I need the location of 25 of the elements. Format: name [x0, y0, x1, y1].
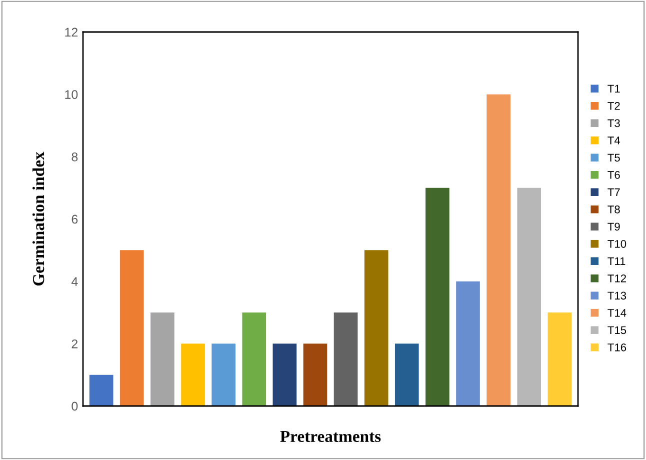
- legend-label: T8: [608, 205, 620, 214]
- legend-label: T11: [608, 257, 626, 265]
- legend-label: T2: [608, 102, 620, 110]
- y-axis-title: Germination index: [32, 152, 44, 286]
- legend-label: T16: [608, 343, 626, 352]
- x-axis-title: Pretreatments: [280, 430, 381, 442]
- legend-label: T4: [608, 136, 620, 144]
- legend-label: T1: [608, 84, 620, 93]
- legend-label: T3: [608, 119, 620, 128]
- legend-label: T5: [608, 154, 620, 162]
- legend-label: T13: [608, 292, 626, 300]
- y-tick-label: 12: [65, 28, 78, 37]
- y-tick-label: 8: [72, 152, 78, 162]
- y-tick-label: 6: [72, 214, 78, 224]
- y-tick-label: 4: [71, 277, 78, 286]
- legend-label: T7: [608, 188, 620, 196]
- y-tick-label: 2: [72, 339, 78, 348]
- legend-label: T14: [608, 309, 626, 317]
- legend-label: T15: [608, 326, 626, 334]
- legend-label: T6: [608, 171, 620, 179]
- legend-label: T9: [608, 222, 620, 231]
- y-tick-label: 0: [72, 402, 78, 411]
- legend-label: T12: [608, 274, 626, 282]
- y-tick-label: 10: [65, 90, 78, 99]
- legend-label: T10: [608, 240, 626, 248]
